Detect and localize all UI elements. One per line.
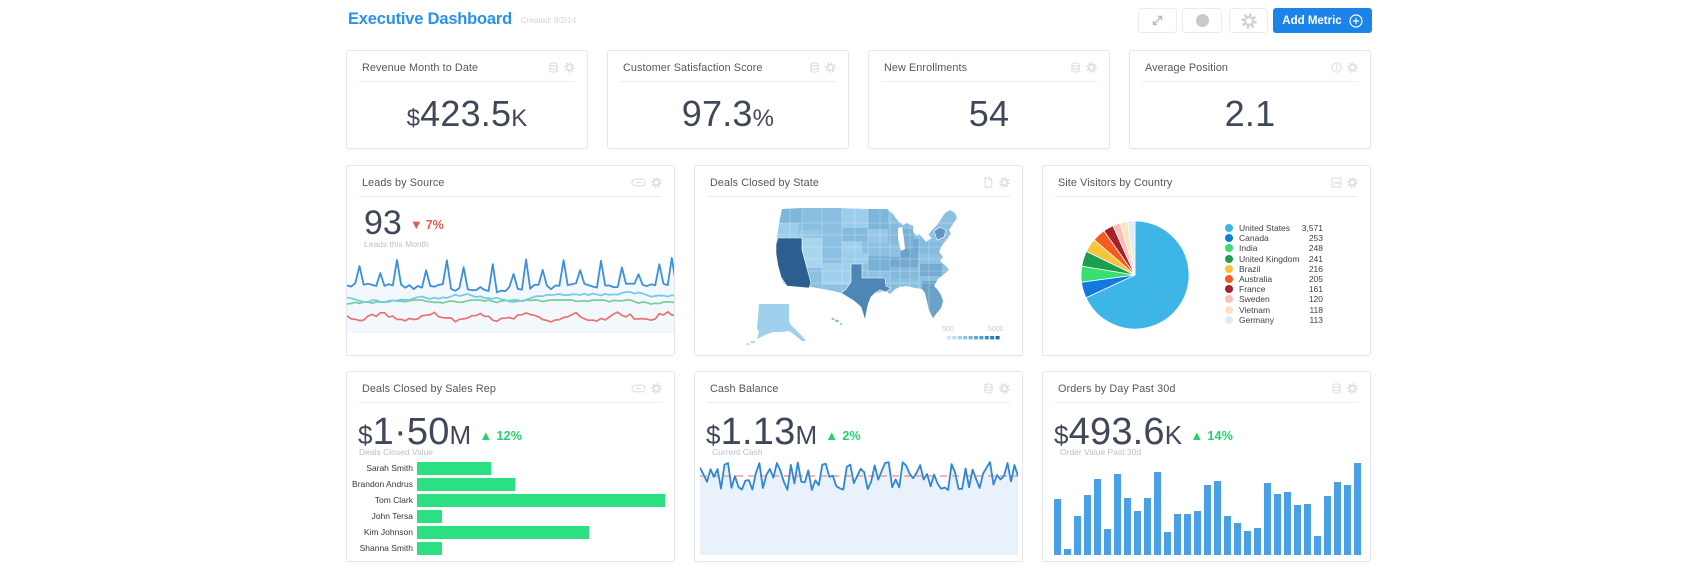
- svg-text:500: 500: [942, 326, 954, 333]
- svg-text:5000: 5000: [988, 326, 1004, 333]
